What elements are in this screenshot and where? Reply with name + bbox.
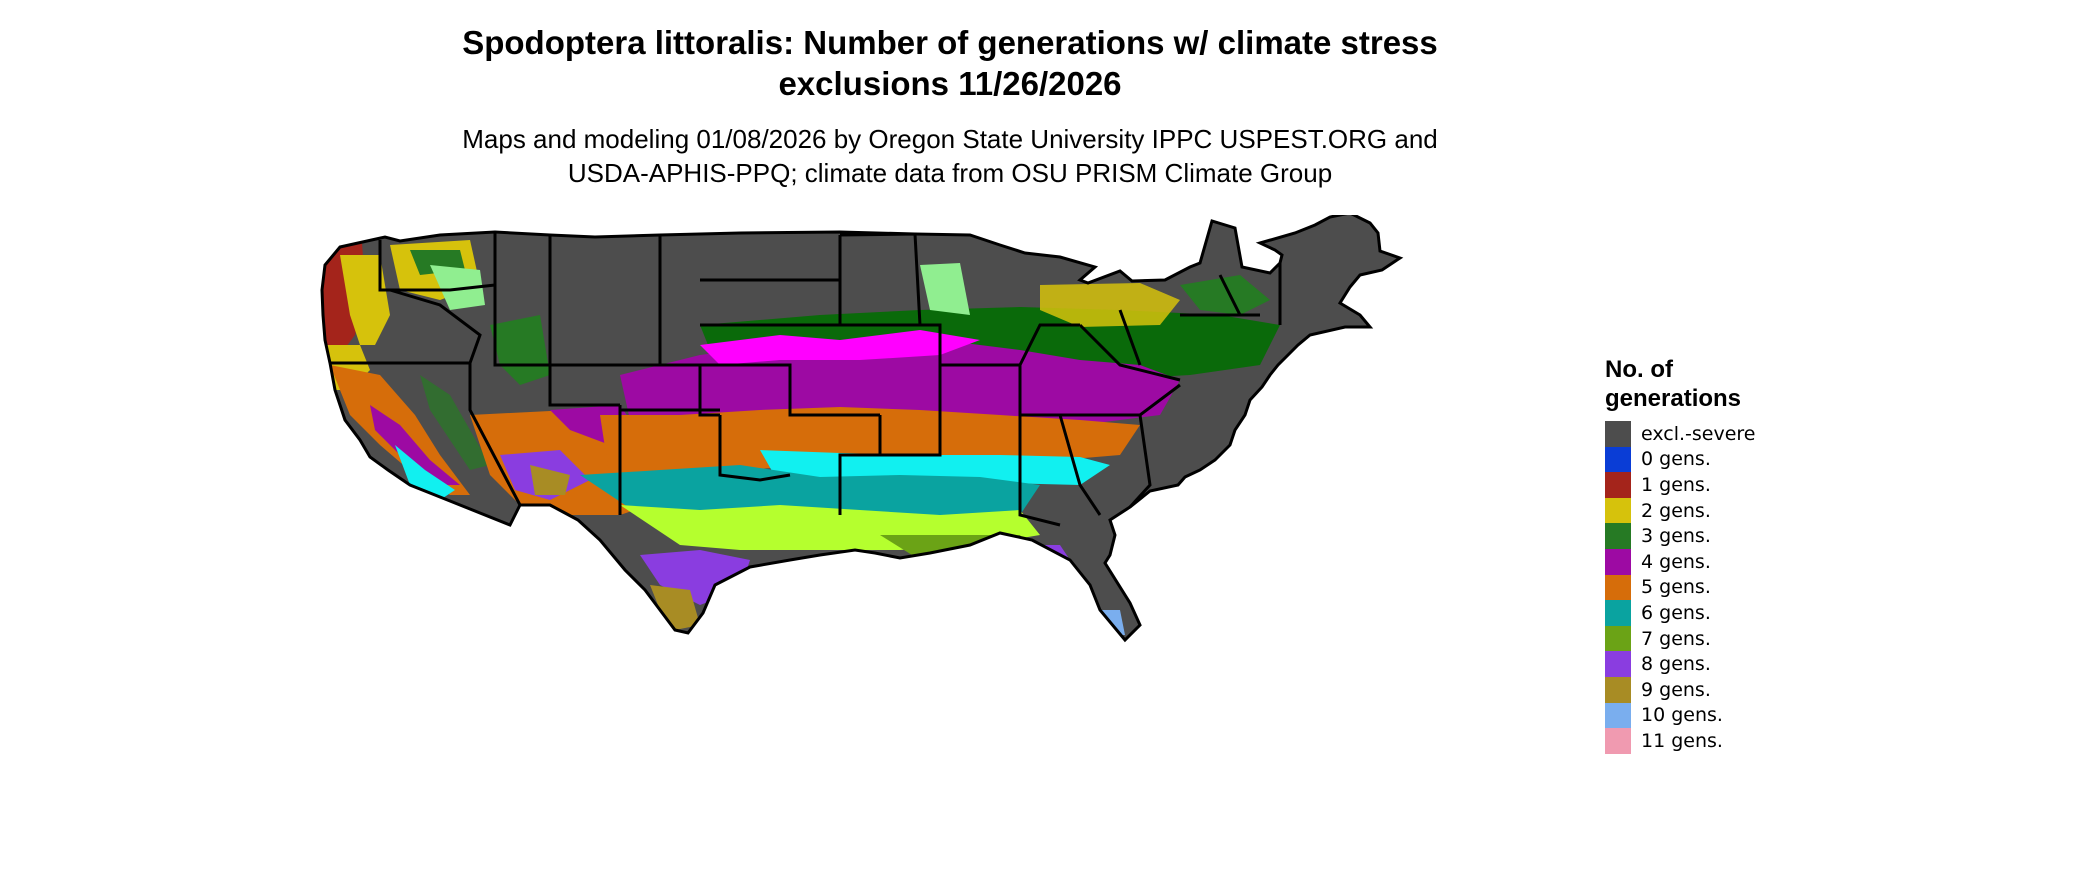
map-subtitle-line1: Maps and modeling 01/08/2026 by Oregon S…	[462, 124, 1438, 154]
legend-swatch	[1605, 625, 1631, 652]
legend-title-line1: No. of	[1605, 356, 1673, 383]
legend-swatch	[1605, 651, 1631, 677]
legend-swatch	[1605, 472, 1631, 498]
legend-swatch	[1605, 523, 1631, 549]
legend-label: 5 gens.	[1641, 576, 1711, 599]
us-generations-map	[320, 215, 1402, 642]
legend-item: 4 gens.	[1605, 548, 1815, 575]
legend-swatch	[1605, 497, 1631, 524]
legend-label: 8 gens.	[1641, 653, 1711, 676]
legend-item: 6 gens.	[1605, 600, 1815, 626]
legend-title-line2: generations	[1605, 385, 1742, 412]
legend: No. of generations excl.-severe 0 gens. 1 …	[1605, 355, 1815, 754]
legend-item: 5 gens.	[1605, 574, 1815, 601]
legend-label: 0 gens.	[1641, 448, 1711, 471]
legend-swatch	[1605, 548, 1631, 575]
legend-item: 0 gens.	[1605, 446, 1815, 473]
legend-label: 10 gens.	[1641, 704, 1723, 727]
legend-swatch	[1605, 600, 1631, 626]
legend-label: 2 gens.	[1641, 499, 1711, 522]
legend-list: excl.-severe 0 gens. 1 gens. 2 gens. 3 gens.…	[1605, 421, 1815, 754]
legend-item: 10 gens.	[1605, 702, 1815, 729]
legend-swatch	[1605, 446, 1631, 473]
map-title-line2: exclusions 11/26/2026	[778, 65, 1122, 102]
legend-item: 11 gens.	[1605, 728, 1815, 754]
legend-swatch	[1605, 676, 1631, 703]
legend-label: 7 gens.	[1641, 627, 1711, 650]
legend-item: 3 gens.	[1605, 523, 1815, 549]
state-borders	[320, 215, 1402, 642]
legend-label: 4 gens.	[1641, 550, 1711, 573]
legend-label: excl.-severe	[1641, 422, 1756, 445]
legend-label: 3 gens.	[1641, 525, 1711, 548]
legend-item: 8 gens.	[1605, 651, 1815, 677]
legend-label: 9 gens.	[1641, 678, 1711, 701]
legend-swatch	[1605, 574, 1631, 601]
legend-label: 6 gens.	[1641, 601, 1711, 624]
map-subtitle: Maps and modeling 01/08/2026 by Oregon S…	[380, 122, 1520, 190]
legend-item: 1 gens.	[1605, 472, 1815, 498]
legend-label: 1 gens.	[1641, 473, 1711, 496]
legend-swatch	[1605, 728, 1631, 754]
legend-title: No. of generations	[1605, 355, 1815, 413]
map-title-line1: Spodoptera littoralis: Number of generat…	[462, 24, 1438, 61]
legend-item: 7 gens.	[1605, 625, 1815, 652]
legend-label: 11 gens.	[1641, 729, 1723, 752]
legend-item: 2 gens.	[1605, 497, 1815, 524]
map-title: Spodoptera littoralis: Number of generat…	[380, 22, 1520, 104]
legend-item: 9 gens.	[1605, 676, 1815, 703]
legend-swatch	[1605, 702, 1631, 729]
legend-swatch	[1605, 421, 1631, 447]
map-subtitle-line2: USDA-APHIS-PPQ; climate data from OSU PR…	[567, 158, 1333, 188]
legend-item: excl.-severe	[1605, 421, 1815, 447]
